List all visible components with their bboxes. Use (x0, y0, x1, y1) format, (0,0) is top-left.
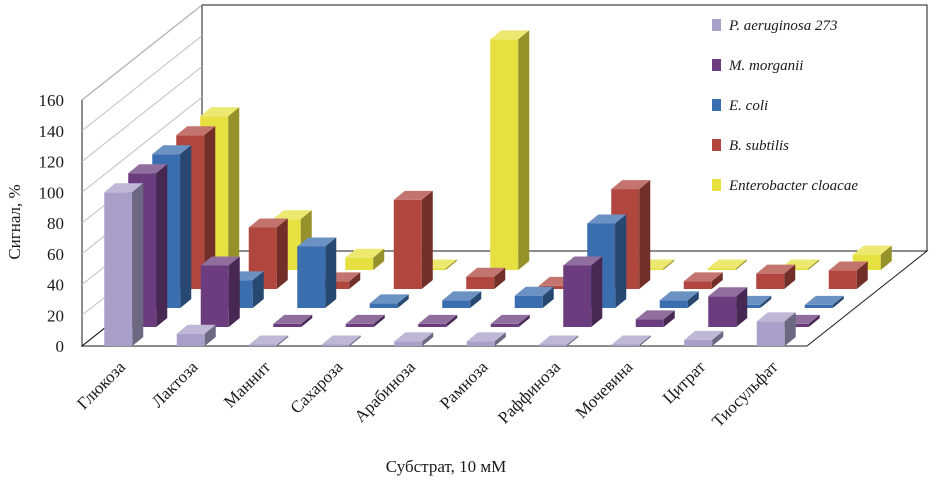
bar (442, 291, 482, 308)
bar (684, 330, 724, 346)
side-gridline (81, 4, 203, 101)
bar (466, 267, 506, 289)
legend: P. aeruginosa 273 M. morganii E. coli B. su… (712, 18, 858, 194)
x-tick-label: Сахароза (286, 357, 346, 417)
chart-bars (104, 30, 892, 346)
bar (200, 256, 240, 327)
bar (249, 335, 289, 346)
y-tick-label: 0 (56, 337, 65, 356)
bar (369, 294, 409, 308)
x-tick-label: Раффиноза (494, 357, 564, 427)
x-tick-label: Цитрат (659, 357, 710, 408)
bar (321, 335, 361, 346)
bar (345, 248, 385, 270)
y-axis-ticks: 0 20 40 60 80 100 120 140 160 (39, 91, 65, 356)
legend-label: Enterobacter cloacae (728, 178, 858, 194)
y-tick-label: 140 (39, 122, 65, 141)
bar (514, 286, 554, 308)
legend-swatch (712, 19, 721, 31)
bar (345, 314, 385, 327)
bar (176, 324, 216, 346)
y-tick-label: 160 (39, 91, 65, 110)
legend-swatch (712, 179, 721, 191)
x-tick-label: Лактоза (148, 357, 202, 411)
legend-label: P. aeruginosa 273 (728, 18, 837, 34)
bar (563, 256, 603, 327)
bar (466, 332, 506, 346)
y-tick-label: 20 (47, 306, 64, 325)
bar (393, 190, 433, 289)
bar (297, 237, 337, 308)
y-tick-label: 60 (47, 245, 64, 264)
x-tick-label: Рамноза (436, 357, 492, 413)
side-gridline (81, 96, 203, 193)
y-tick-label: 80 (47, 214, 64, 233)
legend-swatch (712, 99, 721, 111)
bar (756, 264, 796, 289)
bar (828, 261, 868, 289)
side-gridline (81, 35, 203, 132)
bar (635, 310, 675, 327)
y-tick-label: 40 (47, 276, 64, 295)
legend-label: M. morganii (728, 58, 803, 74)
bar (683, 272, 723, 289)
bar (490, 30, 530, 270)
bar (104, 183, 144, 346)
legend-swatch (712, 139, 721, 151)
legend-label: E. coli (728, 98, 768, 114)
x-tick-label: Тиосульфат (708, 357, 782, 431)
x-axis-title: Субстрат, 10 мМ (386, 457, 506, 476)
bar (490, 314, 530, 327)
legend-swatch (712, 59, 721, 71)
x-tick-label: Мочевина (572, 357, 637, 422)
bar (418, 314, 458, 327)
bar (394, 332, 434, 346)
bar (611, 335, 651, 346)
y-tick-label: 100 (39, 183, 65, 202)
x-tick-label: Арабиноза (351, 357, 420, 426)
side-gridline (81, 66, 203, 162)
bar (707, 259, 747, 270)
legend-label: B. subtilis (729, 138, 789, 154)
y-axis-title: Сигнал, % (5, 184, 24, 259)
bar (708, 287, 748, 327)
bar (804, 295, 844, 308)
bar (756, 312, 796, 346)
x-tick-label: Маннит (220, 357, 274, 411)
bar (659, 291, 699, 308)
x-tick-label: Глюкоза (73, 357, 129, 413)
bar (539, 335, 579, 346)
bar (273, 314, 313, 327)
y-tick-label: 120 (39, 153, 65, 172)
x-axis-ticks: Глюкоза Лактоза Маннит Сахароза Арабиноза Рам… (73, 357, 782, 431)
